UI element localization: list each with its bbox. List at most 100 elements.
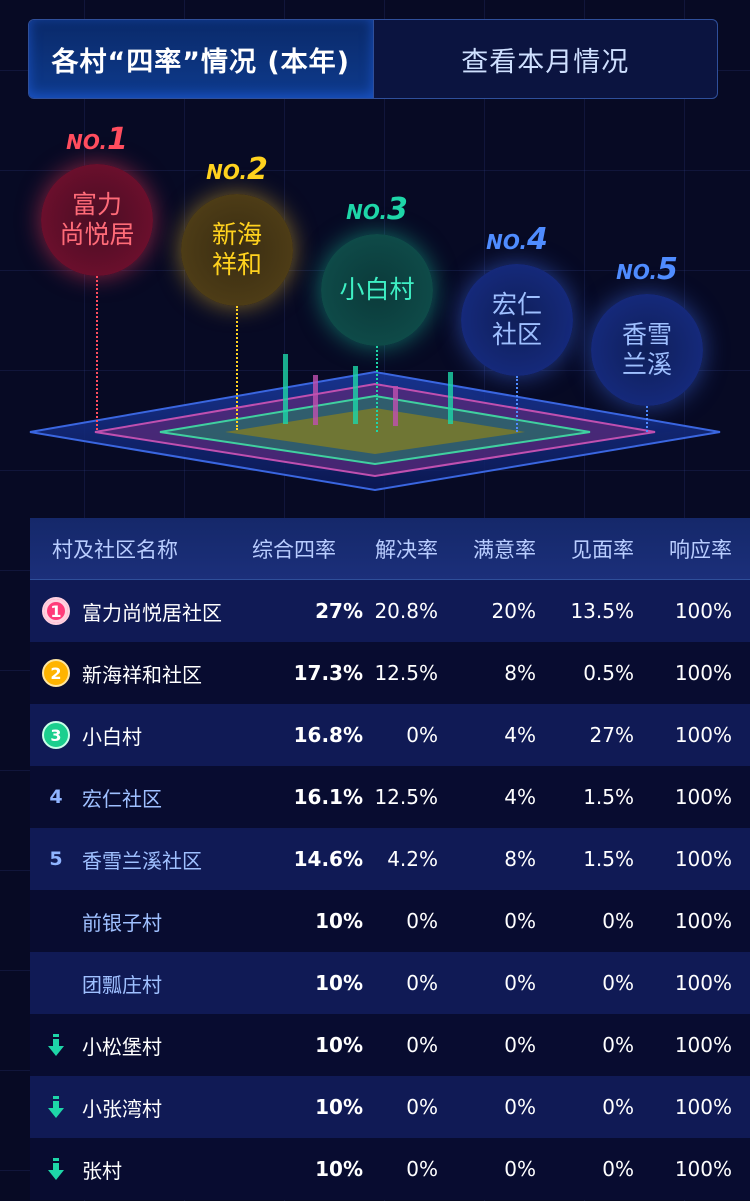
cell-resolve: 0% <box>406 909 438 933</box>
cell-name: 团瓢庄村 <box>30 969 245 998</box>
col-header-resolve: 解决率 <box>375 537 438 562</box>
col-header-total: 综合四率 <box>252 537 336 562</box>
rank-label: NO.1 <box>66 122 128 157</box>
down-arrow-icon <box>42 1158 70 1180</box>
rank-label: NO.5 <box>616 252 678 287</box>
down-arrow-icon <box>42 1034 70 1056</box>
rank-label: NO.3 <box>346 192 408 227</box>
cell-respond: 100% <box>674 1157 732 1181</box>
table-row[interactable]: 前银子村 10% 0% 0% 0% 100% <box>30 890 750 952</box>
table-row[interactable]: 4 宏仁社区 16.1% 12.5% 4% 1.5% 100% <box>30 766 750 828</box>
rank-number: 5 <box>49 848 63 870</box>
cell-name: 3 小白村 <box>30 721 245 750</box>
cell-respond: 100% <box>674 847 732 871</box>
rank-bubble: 宏仁 社区 <box>461 264 573 376</box>
cell-resolve: 0% <box>406 1157 438 1181</box>
rate-table: 村及社区名称 综合四率 解决率 满意率 见面率 响应率 1 富力尚悦居社区 27… <box>30 518 750 1200</box>
cell-satisfy: 8% <box>504 847 536 871</box>
stem-5 <box>646 406 648 432</box>
stem-4 <box>516 376 518 432</box>
table-row[interactable]: 2 新海祥和社区 17.3% 12.5% 8% 0.5% 100% <box>30 642 750 704</box>
table-header: 村及社区名称 综合四率 解决率 满意率 见面率 响应率 <box>30 518 750 580</box>
cell-name: 张村 <box>30 1155 245 1184</box>
cell-resolve: 20.8% <box>374 599 438 623</box>
cell-total: 27% <box>315 599 363 623</box>
cell-resolve: 0% <box>406 971 438 995</box>
row-name: 小白村 <box>82 724 142 749</box>
light-bar <box>448 372 453 424</box>
rank-card-4[interactable]: NO.4 宏仁 社区 <box>461 222 573 376</box>
cell-respond: 100% <box>674 661 732 685</box>
cell-respond: 100% <box>674 909 732 933</box>
cell-total: 16.1% <box>293 785 363 809</box>
cell-total: 14.6% <box>293 847 363 871</box>
rank-card-3[interactable]: NO.3 小白村 <box>321 192 433 346</box>
light-bar <box>313 375 318 425</box>
cell-total: 10% <box>315 1033 363 1057</box>
table-row[interactable]: 团瓢庄村 10% 0% 0% 0% 100% <box>30 952 750 1014</box>
row-name: 小张湾村 <box>82 1096 162 1121</box>
rank-badge: 3 <box>42 721 70 749</box>
cell-respond: 100% <box>674 723 732 747</box>
rank-badge: 2 <box>42 659 70 687</box>
row-name: 宏仁社区 <box>82 786 162 811</box>
table-row[interactable]: 3 小白村 16.8% 0% 4% 27% 100% <box>30 704 750 766</box>
row-name: 团瓢庄村 <box>82 972 162 997</box>
tab-this-year[interactable]: 各村“四率”情况 (本年) <box>29 20 374 98</box>
cell-resolve: 4.2% <box>387 847 438 871</box>
cell-respond: 100% <box>674 1095 732 1119</box>
rank-bubble: 新海 祥和 <box>181 194 293 306</box>
cell-meet: 1.5% <box>583 847 634 871</box>
rank-card-1[interactable]: NO.1 富力 尚悦居 <box>41 122 153 276</box>
cell-meet: 0% <box>602 1157 634 1181</box>
cell-total: 16.8% <box>293 723 363 747</box>
cell-resolve: 0% <box>406 1033 438 1057</box>
stem-2 <box>236 306 238 430</box>
table-row[interactable]: 张村 10% 0% 0% 0% 100% <box>30 1138 750 1200</box>
cell-resolve: 0% <box>406 1095 438 1119</box>
cell-meet: 0% <box>602 971 634 995</box>
rank-card-2[interactable]: NO.2 新海 祥和 <box>181 152 293 306</box>
light-bar <box>283 354 288 424</box>
cell-satisfy: 0% <box>504 971 536 995</box>
cell-total: 10% <box>315 1095 363 1119</box>
cell-meet: 27% <box>589 723 634 747</box>
cell-total: 10% <box>315 909 363 933</box>
cell-resolve: 0% <box>406 723 438 747</box>
row-name: 前银子村 <box>82 910 162 935</box>
cell-satisfy: 0% <box>504 1033 536 1057</box>
cell-name: 前银子村 <box>30 907 245 936</box>
rank-card-5[interactable]: NO.5 香雪 兰溪 <box>591 252 703 406</box>
cell-satisfy: 4% <box>504 723 536 747</box>
cell-satisfy: 20% <box>491 599 536 623</box>
cell-satisfy: 0% <box>504 909 536 933</box>
rank-bubble: 香雪 兰溪 <box>591 294 703 406</box>
cell-meet: 0.5% <box>583 661 634 685</box>
cell-meet: 0% <box>602 909 634 933</box>
cell-meet: 13.5% <box>570 599 634 623</box>
cell-satisfy: 4% <box>504 785 536 809</box>
col-header-respond: 响应率 <box>669 537 732 562</box>
light-bar <box>393 386 398 426</box>
rank-label: NO.2 <box>206 152 268 187</box>
table-row[interactable]: 小松堡村 10% 0% 0% 0% 100% <box>30 1014 750 1076</box>
platform-top <box>225 408 525 454</box>
rank-bubble: 富力 尚悦居 <box>41 164 153 276</box>
table-row[interactable]: 5 香雪兰溪社区 14.6% 4.2% 8% 1.5% 100% <box>30 828 750 890</box>
table-body: 1 富力尚悦居社区 27% 20.8% 20% 13.5% 100% 2 新海祥… <box>30 580 750 1200</box>
podium-platform <box>29 354 721 492</box>
period-tabs: 各村“四率”情况 (本年) 查看本月情况 <box>28 19 718 99</box>
cell-name: 小张湾村 <box>30 1093 245 1122</box>
cell-satisfy: 0% <box>504 1157 536 1181</box>
stem-3 <box>376 346 378 432</box>
platform-green-edge <box>159 394 591 466</box>
cell-resolve: 12.5% <box>374 661 438 685</box>
tab-this-month[interactable]: 查看本月情况 <box>461 46 630 78</box>
table-row[interactable]: 1 富力尚悦居社区 27% 20.8% 20% 13.5% 100% <box>30 580 750 642</box>
table-row[interactable]: 小张湾村 10% 0% 0% 0% 100% <box>30 1076 750 1138</box>
row-name: 小松堡村 <box>82 1034 162 1059</box>
row-name: 富力尚悦居社区 <box>82 600 222 625</box>
cell-meet: 1.5% <box>583 785 634 809</box>
cell-name: 1 富力尚悦居社区 <box>30 597 245 626</box>
cell-meet: 0% <box>602 1095 634 1119</box>
